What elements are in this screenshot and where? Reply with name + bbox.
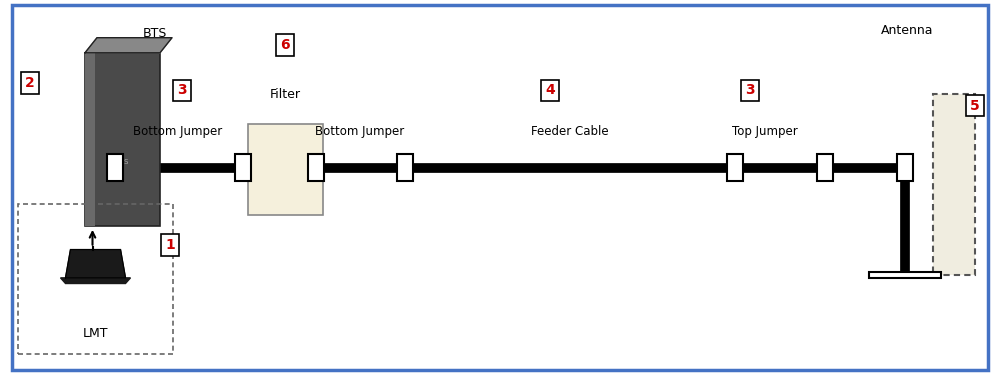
Bar xyxy=(933,94,975,275)
Text: 2: 2 xyxy=(25,76,35,90)
Bar xyxy=(235,154,251,181)
Bar xyxy=(308,154,324,181)
Text: LMT: LMT xyxy=(83,327,108,340)
Text: Bottom Jumper: Bottom Jumper xyxy=(133,126,223,138)
Text: 3: 3 xyxy=(745,83,755,98)
Bar xyxy=(397,154,413,181)
Text: 5: 5 xyxy=(970,98,980,113)
Text: Feeder Cable: Feeder Cable xyxy=(531,126,609,138)
Bar xyxy=(869,272,941,278)
Text: 6: 6 xyxy=(280,38,290,52)
Text: Antenna: Antenna xyxy=(881,24,933,37)
Bar xyxy=(18,204,173,354)
Bar xyxy=(897,154,913,181)
Polygon shape xyxy=(60,278,130,284)
Bar xyxy=(107,154,123,181)
Text: 4: 4 xyxy=(545,83,555,98)
Text: BTS: BTS xyxy=(116,159,129,172)
Polygon shape xyxy=(85,38,172,53)
Polygon shape xyxy=(66,250,126,278)
Text: Top Jumper: Top Jumper xyxy=(732,126,798,138)
FancyBboxPatch shape xyxy=(85,53,160,226)
FancyBboxPatch shape xyxy=(85,53,95,226)
Text: Bottom Jumper: Bottom Jumper xyxy=(315,126,405,138)
Bar xyxy=(817,154,833,181)
Text: 3: 3 xyxy=(177,83,187,98)
Text: Filter: Filter xyxy=(270,88,300,101)
Text: BTS: BTS xyxy=(143,28,167,40)
Bar xyxy=(727,154,743,181)
Text: 1: 1 xyxy=(165,238,175,252)
Bar xyxy=(248,124,323,215)
